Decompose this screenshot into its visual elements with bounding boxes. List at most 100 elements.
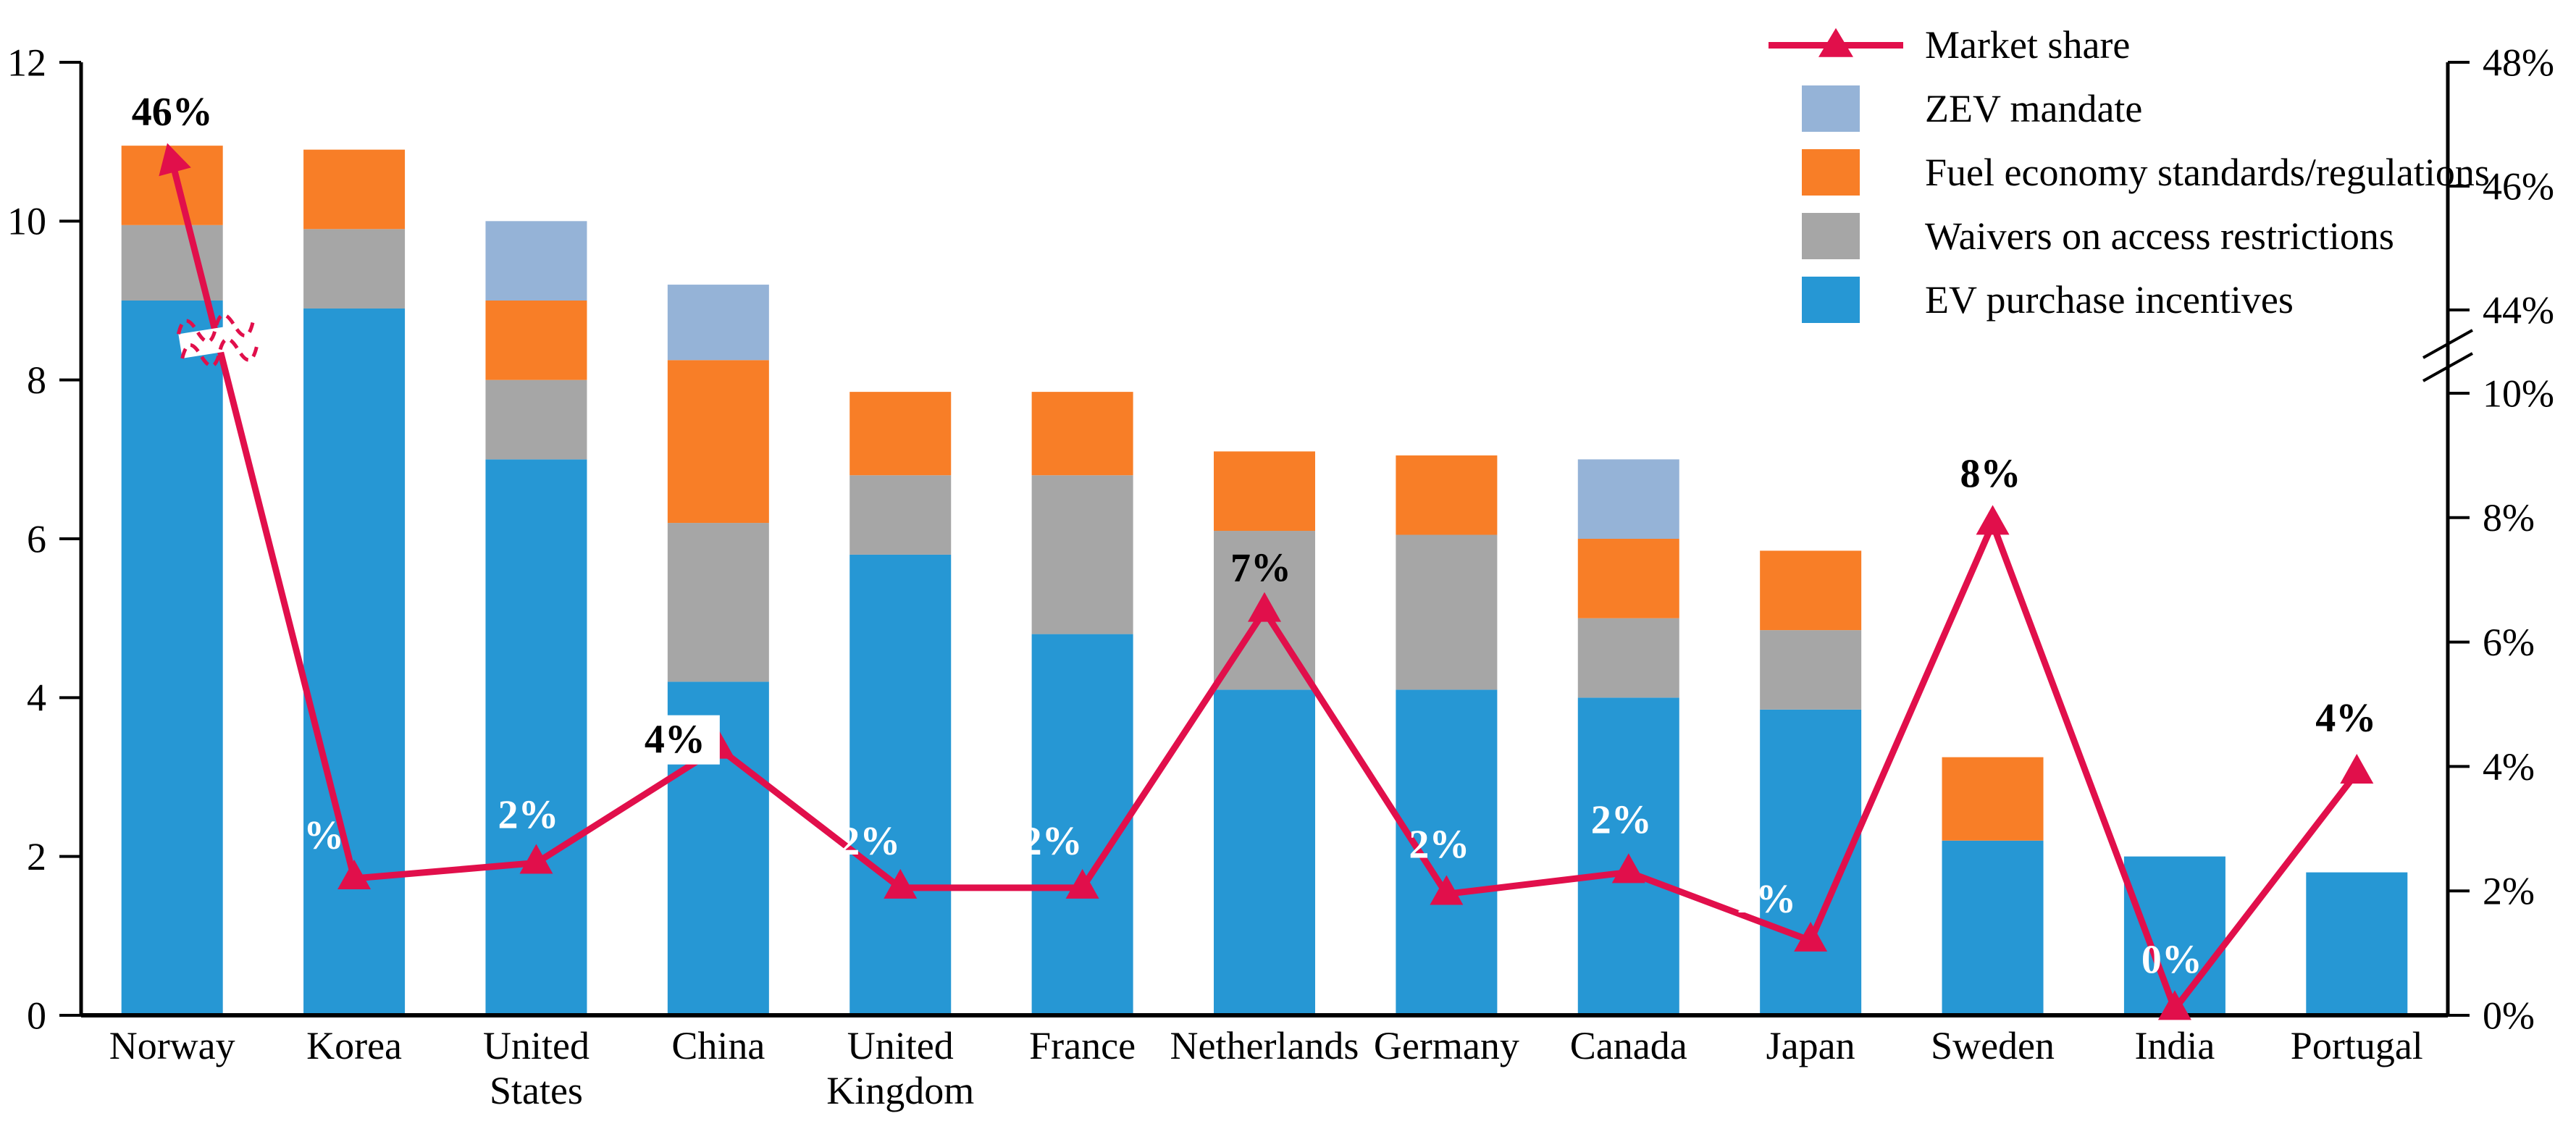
category-label: United <box>483 1024 590 1067</box>
legend-swatch-icon <box>1769 85 1906 132</box>
market-share-marker <box>1248 592 1281 622</box>
data-label: 4% <box>645 718 705 763</box>
bar-segment-france <box>1031 634 1133 1015</box>
data-label: 2% <box>839 819 900 864</box>
data-label: 0% <box>2141 937 2202 982</box>
legend-triangle-icon <box>1818 28 1853 57</box>
right-tick-label: 46% <box>2483 164 2554 208</box>
category-label: Sweden <box>1931 1024 2055 1067</box>
legend-item: Waivers on access restrictions <box>1769 204 2490 268</box>
market-share-marker <box>2340 753 2374 784</box>
right-tick-label: 48% <box>2483 41 2554 84</box>
legend-item: EV purchase incentives <box>1769 268 2490 332</box>
data-label-box <box>629 715 720 765</box>
bar-segment-norway <box>121 301 223 1015</box>
data-label: 4% <box>2315 696 2376 741</box>
data-label: 2% <box>1409 822 1469 867</box>
category-label: China <box>671 1024 765 1067</box>
right-tick-label: 8% <box>2483 496 2535 540</box>
market-share-marker <box>337 860 372 890</box>
bar-segment-korea <box>303 149 406 230</box>
legend-label: ZEV mandate <box>1925 87 2143 130</box>
category-label: Canada <box>1570 1024 1687 1067</box>
legend-label: Market share <box>1925 23 2131 67</box>
legend-swatch-icon <box>1802 85 1860 132</box>
market-share-line-icon <box>1769 28 1906 57</box>
bar-segment-canada <box>1577 539 1679 618</box>
bar-segment-japan <box>1760 630 1862 710</box>
legend-item: ZEV mandate <box>1769 77 2490 140</box>
data-label: 46% <box>132 90 213 135</box>
category-label: Norway <box>109 1024 235 1067</box>
legend-swatch-icon <box>1802 149 1860 196</box>
bar-segment-france <box>1031 475 1133 634</box>
legend: Market share ZEV mandate Fuel economy stan… <box>1769 13 2490 332</box>
left-tick-label: 2 <box>27 835 46 878</box>
legend-line-icon <box>1769 28 1903 57</box>
bar-segment-netherlands <box>1214 689 1315 1015</box>
category-label: Kingdom <box>826 1069 974 1112</box>
legend-swatch-icon <box>1769 213 1906 259</box>
bar-segment-sweden <box>1942 757 2044 841</box>
bar-segment-netherlands <box>1214 451 1315 532</box>
legend-item: Fuel economy standards/regulations <box>1769 140 2490 204</box>
market-share-marker <box>1976 505 2010 535</box>
legend-label: Fuel economy standards/regulations <box>1925 151 2490 194</box>
bar-segment-united-kingdom <box>849 554 952 1015</box>
left-tick-label: 0 <box>27 994 46 1037</box>
left-tick-label: 8 <box>27 358 46 402</box>
market-share-marker <box>519 844 553 874</box>
bar-segment-united-states <box>485 301 587 380</box>
bar-segment-united-states <box>485 221 587 301</box>
bar-segment-japan <box>1760 550 1862 631</box>
category-label: Germany <box>1374 1024 1519 1067</box>
bar-segment-china <box>667 523 769 682</box>
right-tick-label: 4% <box>2483 745 2535 789</box>
category-label: India <box>2134 1024 2215 1067</box>
legend-swatch-icon <box>1769 149 1906 196</box>
category-label: States <box>490 1069 583 1112</box>
legend-swatch-icon <box>1769 277 1906 323</box>
right-tick-label: 10% <box>2483 372 2554 415</box>
data-label: 8% <box>1960 451 2021 496</box>
data-label: 2% <box>1022 819 1083 864</box>
market-share-marker <box>1611 853 1645 884</box>
bar-segment-india <box>2123 856 2225 1015</box>
bar-segment-germany <box>1396 689 1498 1015</box>
right-tick-label: 2% <box>2483 870 2535 913</box>
legend-swatch-icon <box>1802 213 1860 259</box>
category-label: Portugal <box>2291 1024 2423 1067</box>
market-share-marker <box>2157 990 2191 1020</box>
category-label: Netherlands <box>1170 1024 1359 1067</box>
bar-segment-united-states <box>485 379 587 460</box>
market-share-marker <box>1794 921 1828 952</box>
line-break-mark <box>176 313 259 368</box>
legend-swatch-icon <box>1802 277 1860 323</box>
market-share-marker <box>1065 868 1099 899</box>
legend-label: Waivers on access restrictions <box>1925 214 2394 258</box>
category-label: United <box>847 1024 954 1067</box>
category-label: Korea <box>306 1024 402 1067</box>
bar-segment-korea <box>303 308 406 1015</box>
bar-segment-portugal <box>2306 872 2408 1015</box>
left-tick-label: 10 <box>7 200 46 243</box>
data-label: 2% <box>283 813 344 858</box>
market-share-marker <box>884 868 918 899</box>
right-tick-label: 0% <box>2483 994 2535 1037</box>
axis-break-slash <box>2422 352 2473 382</box>
bar-segment-united-states <box>485 459 587 1015</box>
left-tick-label: 12 <box>7 41 46 84</box>
bar-segment-china <box>667 360 769 524</box>
bar-segment-china <box>667 285 769 361</box>
left-tick-label: 4 <box>27 676 46 720</box>
left-tick-label: 6 <box>27 517 46 561</box>
right-tick-label: 44% <box>2483 288 2554 332</box>
bar-segment-canada <box>1577 459 1679 539</box>
data-label: 2% <box>498 793 558 838</box>
legend-label: EV purchase incentives <box>1925 278 2294 322</box>
bar-segment-united-kingdom <box>849 475 952 555</box>
category-label: France <box>1029 1024 1136 1067</box>
bar-segment-germany <box>1396 534 1498 690</box>
